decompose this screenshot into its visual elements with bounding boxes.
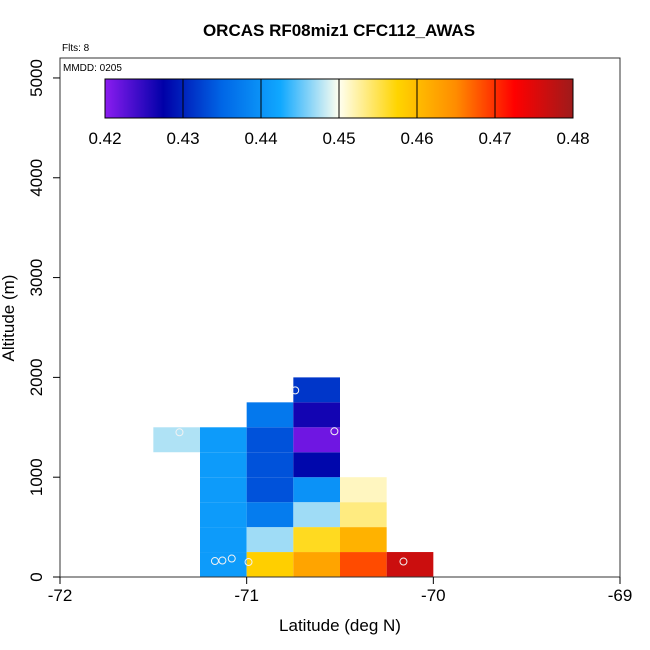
heatmap-cell: [340, 552, 387, 577]
sample-point: [330, 427, 339, 436]
colorbar-ticks: 0.42 0.43 0.44 0.45 0.46 0.47 0.48: [88, 79, 590, 148]
heatmap-cell: [246, 427, 294, 453]
heatmap-cell: [293, 552, 340, 577]
heatmap-cell: [200, 427, 247, 453]
heatmap-cell: [153, 427, 200, 453]
y-tick-label: 0: [27, 572, 46, 581]
y-tick-label: 3000: [27, 259, 46, 297]
chart-title: ORCAS RF08miz1 CFC112_AWAS: [203, 21, 475, 40]
heatmap-cell: [340, 502, 387, 528]
x-axis: -72 -71 -70 -69: [48, 577, 633, 605]
colorbar-tick-label: 0.42: [88, 129, 121, 148]
y-tick-label: 2000: [27, 358, 46, 396]
heatmap-cell: [200, 552, 247, 577]
heatmap-cell: [340, 527, 387, 553]
heatmap-cell: [200, 452, 247, 478]
heatmap-cell: [200, 527, 247, 553]
sample-point: [244, 558, 253, 567]
x-tick-label: -72: [48, 586, 73, 605]
heatmap-cell: [386, 552, 434, 577]
y-tick-label: 1000: [27, 458, 46, 496]
colorbar: 0.42 0.43 0.44 0.45 0.46 0.47 0.48: [88, 78, 590, 148]
heatmap-cell: [293, 427, 340, 453]
y-tick-label: 4000: [27, 159, 46, 197]
note-mmdd: MMDD: 0205: [63, 63, 122, 74]
sample-point: [227, 554, 236, 563]
x-tick-label: -69: [608, 586, 633, 605]
y-axis-label: Altitude (m): [0, 275, 18, 362]
colorbar-tick-label: 0.44: [244, 129, 277, 148]
x-tick-label: -70: [421, 586, 446, 605]
heatmap-cell: [293, 377, 340, 403]
sample-points: [175, 386, 408, 567]
heatmap-cell: [200, 502, 247, 528]
y-axis: 0 1000 2000 3000 4000 5000: [27, 59, 60, 582]
colorbar-tick-label: 0.47: [478, 129, 511, 148]
sample-point: [218, 556, 227, 565]
sample-point: [399, 557, 408, 566]
sample-point: [175, 428, 184, 437]
colorbar-tick-label: 0.45: [322, 129, 355, 148]
heatmap-cell: [293, 527, 340, 553]
heatmap-cell: [293, 402, 340, 428]
heatmap-cell: [293, 452, 340, 478]
heatmap-cell: [293, 502, 340, 528]
heatmap-cell: [246, 527, 294, 553]
heatmap-cell: [246, 552, 294, 577]
heatmap-cell: [246, 452, 294, 478]
x-tick-label: -71: [234, 586, 259, 605]
colorbar-tick-label: 0.48: [556, 129, 589, 148]
heatmap-cell: [246, 402, 294, 428]
y-tick-label: 5000: [27, 59, 46, 97]
heatmap-cell: [246, 502, 294, 528]
colorbar-tick-label: 0.43: [166, 129, 199, 148]
heatmap-cell: [200, 477, 247, 503]
plot-frame: [59, 57, 621, 578]
heatmap-cell: [246, 477, 294, 503]
note-flights: Flts: 8: [62, 43, 90, 54]
heatmap-cells: [153, 377, 434, 577]
colorbar-tick-label: 0.46: [400, 129, 433, 148]
heatmap-cell: [340, 477, 387, 503]
x-axis-label: Latitude (deg N): [279, 616, 401, 635]
heatmap-cell: [293, 477, 340, 503]
sample-point: [291, 386, 300, 395]
